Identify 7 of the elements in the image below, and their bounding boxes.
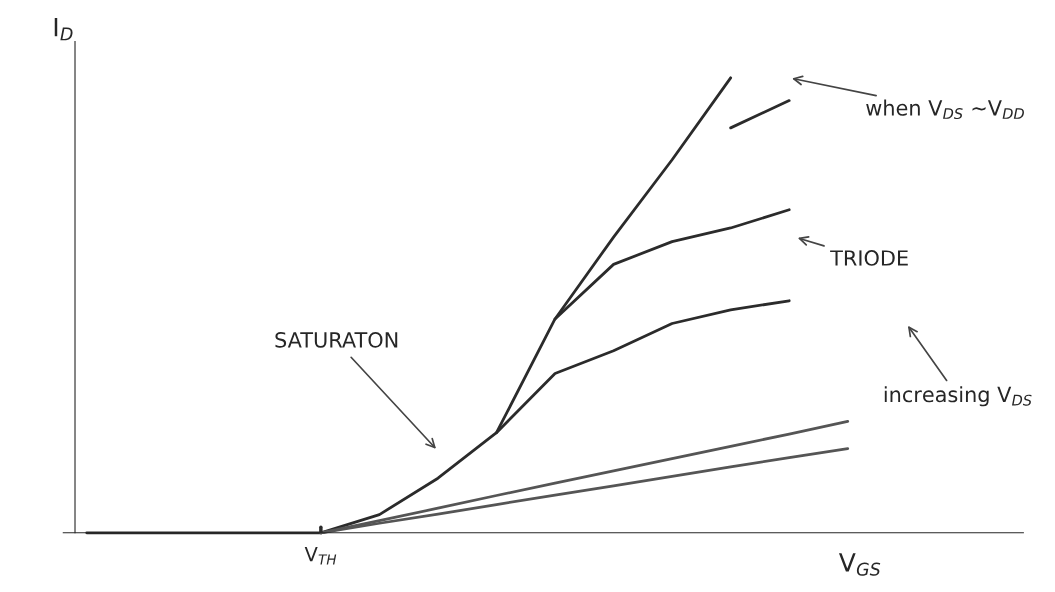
x-axis-title: V$_{GS}$	[838, 553, 881, 576]
y-axis-title: I$_{D}$	[54, 17, 73, 41]
annotation: increasing V$_{DS}$	[884, 386, 1032, 407]
annotation: TRIODE	[830, 250, 908, 266]
text: V$_{TH}$	[304, 547, 337, 565]
annotation: SATURATON	[275, 332, 398, 348]
annotation: when V$_{DS}$ ~V$_{DD}$	[866, 99, 1024, 120]
